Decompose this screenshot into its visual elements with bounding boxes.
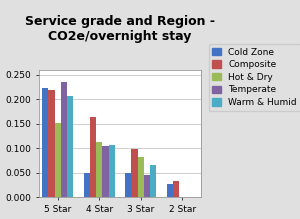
Bar — [55, 123, 61, 197]
Bar — [102, 146, 109, 197]
Bar — [167, 184, 173, 197]
Bar — [150, 165, 156, 197]
Bar — [138, 157, 144, 197]
Bar — [84, 173, 90, 197]
Bar — [131, 149, 138, 197]
Bar — [90, 117, 96, 197]
Legend: Cold Zone, Composite, Hot & Dry, Temperate, Warm & Humid: Cold Zone, Composite, Hot & Dry, Tempera… — [208, 44, 300, 111]
Bar — [61, 82, 67, 197]
Bar — [48, 90, 55, 197]
Bar — [173, 181, 179, 197]
Bar — [125, 173, 131, 197]
Bar — [67, 96, 73, 197]
Bar — [144, 175, 150, 197]
Bar — [109, 145, 115, 197]
Text: Service grade and Region -
CO2e/overnight stay: Service grade and Region - CO2e/overnigh… — [25, 15, 215, 43]
Bar — [42, 88, 48, 197]
Bar — [96, 142, 102, 197]
